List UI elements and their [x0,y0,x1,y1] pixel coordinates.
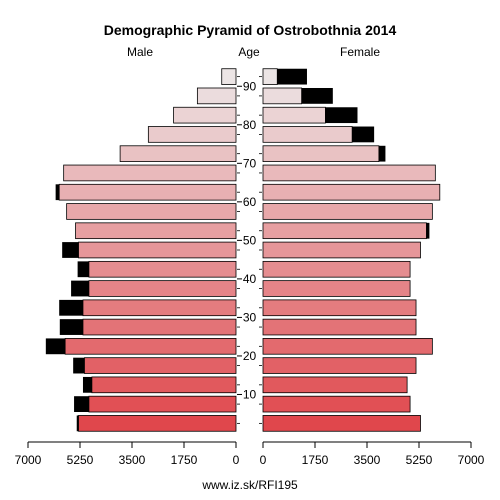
male-excess-bar-60-64 [55,184,60,201]
female-excess-bar-50-54 [426,222,430,239]
male-bar-25-29 [82,318,237,336]
female-bar-90+ [262,68,278,85]
male-excess-bar-20-24 [45,338,66,355]
female-bar-60-64 [262,183,441,201]
age-tick-label: 70 [243,156,257,170]
age-tick-label: 10 [243,387,257,401]
female-bar-35-39 [262,280,411,297]
female-bars [262,68,441,432]
male-bar-90+ [221,68,237,85]
age-tick-label: 30 [243,310,257,324]
female-x-tick-label: 1750 [302,453,329,467]
male-header: Male [127,45,153,59]
age-tick-label: 80 [243,118,257,132]
male-excess-bar-5-9 [74,396,89,413]
female-header: Female [340,45,380,59]
female-excess-bar-85-89 [301,87,333,104]
source-label: www.iz.sk/RFI195 [201,478,298,492]
female-bar-80-84 [262,106,326,124]
age-tick-label: 60 [243,195,257,209]
male-bar-40-44 [88,260,237,278]
female-bar-55-59 [262,203,433,220]
male-bar-60-64 [58,183,237,201]
female-bar-70-74 [262,145,380,162]
male-excess-bar-45-49 [62,242,79,258]
male-bar-55-59 [66,203,237,220]
male-bar-75-79 [147,126,237,143]
female-excess-bar-90+ [277,68,307,85]
female-bar-65-69 [262,164,436,182]
male-bar-0-4 [78,415,237,432]
male-x-tick-label: 5250 [67,453,94,467]
age-tick-label: 50 [243,233,257,247]
male-bar-85-89 [196,87,237,105]
female-bar-50-54 [262,222,427,240]
female-bar-5-9 [262,395,411,413]
female-x-tick-label: 3500 [354,453,381,467]
male-bar-5-9 [88,395,237,413]
male-bars [45,68,237,432]
male-excess-bar-0-4 [76,415,79,432]
age-tick-label: 20 [243,349,257,363]
female-excess-bar-70-74 [378,145,386,162]
female-bar-25-29 [262,318,417,336]
male-x-tick-label: 7000 [15,453,42,467]
male-bar-30-34 [82,299,237,317]
female-bar-0-4 [262,415,421,432]
female-bar-10-14 [262,376,408,394]
male-excess-bar-40-44 [77,261,89,278]
male-bar-45-49 [78,241,237,259]
female-bar-30-34 [262,299,417,317]
male-excess-bar-15-19 [73,357,85,374]
male-x-axis: 7000 5250 3500 1750 0 [15,441,240,467]
female-x-tick-label: 0 [260,453,267,467]
male-bar-35-39 [88,280,237,297]
female-excess-bar-80-84 [325,107,358,124]
female-x-tick-label: 5250 [406,453,433,467]
female-x-axis: 0 1750 3500 5250 7000 [260,441,485,467]
male-bar-50-54 [75,222,237,240]
male-x-tick-label: 3500 [119,453,146,467]
male-bar-20-24 [64,338,237,355]
male-bar-15-19 [84,357,237,374]
female-bar-45-49 [262,241,421,259]
age-tick-label: 40 [243,272,257,286]
male-bar-70-74 [119,145,237,162]
age-header: Age [238,45,260,59]
female-x-tick-label: 7000 [458,453,485,467]
female-bar-85-89 [262,87,303,105]
male-excess-bar-25-29 [59,319,83,335]
female-excess-bar-75-79 [352,126,375,143]
age-axis: 10 20 30 40 50 60 70 80 90 [237,76,262,424]
male-x-tick-label: 1750 [171,453,198,467]
male-bar-65-69 [63,164,237,182]
male-excess-bar-30-34 [59,299,83,316]
male-x-tick-label: 0 [233,453,240,467]
female-bar-15-19 [262,357,417,374]
male-bar-10-14 [91,376,237,394]
male-excess-bar-35-39 [71,280,89,297]
female-bar-40-44 [262,260,411,278]
male-excess-bar-10-14 [82,376,92,393]
age-tick-label: 90 [243,79,257,93]
female-bar-20-24 [262,338,433,355]
female-bar-75-79 [262,126,353,143]
male-bar-80-84 [173,106,237,124]
chart-title: Demographic Pyramid of Ostrobothnia 2014 [104,22,397,38]
